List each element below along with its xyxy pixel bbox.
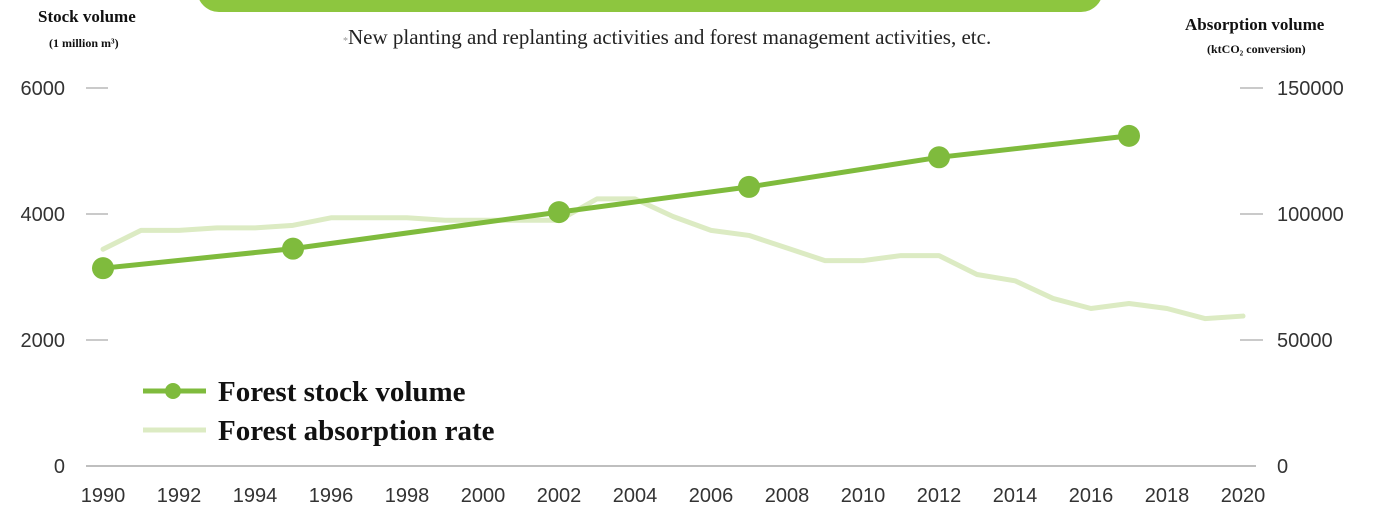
left-y-tick-label: 4000 [21,204,66,226]
right-y-tick-label: 50000 [1277,330,1333,352]
stock-point [1118,124,1140,147]
x-tick-label: 1998 [385,485,430,506]
x-tick-label: 1994 [233,485,278,506]
x-tick-label: 2008 [765,485,810,506]
x-tick-label: 1992 [157,485,202,506]
stock-point [738,175,760,198]
legend-label-stock: Forest stock volume [218,376,466,408]
legend-label-absorption: Forest absorption rate [218,415,495,447]
x-tick-label: 1996 [309,485,354,506]
note-text: New planting and replanting activities a… [348,25,992,49]
right-y-tick-label: 0 [1277,456,1288,478]
note-asterisk: * [343,36,348,47]
left-axis-unit: (1 million m³) [49,36,119,50]
stock-point [928,146,950,169]
x-tick-label: 2006 [689,485,734,506]
x-tick-label: 2018 [1145,485,1190,506]
x-tick-label: 2020 [1221,485,1266,506]
x-tick-label: 2016 [1069,485,1114,506]
left-axis-title: Stock volume [38,7,136,26]
x-tick-label: 1990 [81,485,126,506]
right-axis-title: Absorption volume [1185,15,1325,34]
x-tick-label: 2004 [613,485,658,506]
stock-series-line [100,133,1132,271]
absorption-series-line [100,196,1246,322]
x-tick-label: 2012 [917,485,962,506]
stock-point [282,237,304,260]
left-y-tick-label: 0 [54,456,65,478]
right-y-tick-label: 150000 [1277,78,1344,100]
stock-point [92,257,114,280]
right-y-tick-label: 100000 [1277,204,1344,226]
left-y-tick-label: 6000 [21,78,66,100]
left-y-tick-label: 2000 [21,330,66,352]
x-tick-label: 2000 [461,485,506,506]
right-axis-unit: (ktCO₂ conversion) [1207,42,1306,56]
stock-point [548,201,570,224]
x-tick-label: 2002 [537,485,582,506]
x-tick-label: 2014 [993,485,1038,506]
legend-swatch-stock-marker [165,383,181,399]
x-tick-label: 2010 [841,485,886,506]
chart-note: *New planting and replanting activities … [343,25,991,50]
header-banner [197,0,1103,12]
